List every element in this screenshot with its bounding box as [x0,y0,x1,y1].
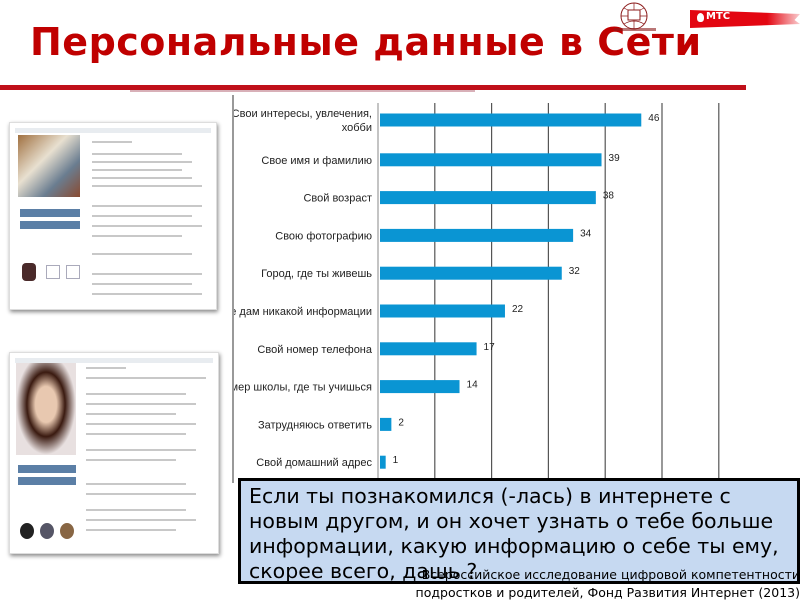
foundation-logo [614,2,656,31]
category-label: Свои интересы, увлечения, [234,108,372,120]
category-label: хобби [342,122,372,134]
chart-svg: 46 Свои интересы, увлечения, хобби 39 Свое и… [217,103,720,483]
title-underline [0,85,746,90]
data-label: 32 [569,266,581,277]
bar [380,266,562,280]
bar [380,113,642,127]
data-label: 14 [467,380,479,391]
divider [130,90,475,92]
category-label: Номер школы, где ты учишься [234,382,372,394]
category-label: Свою фотографию [275,230,372,242]
category-label: Свое имя и фамилию [261,155,372,167]
mts-logo: МТС [690,10,800,28]
profile-photo [16,363,76,455]
gift-icon [46,265,60,279]
source-caption: Всероссийское исследование цифровой комп… [400,566,800,602]
gift-icon [22,263,36,281]
gift-icon [20,523,34,539]
data-label: 1 [393,455,399,466]
slide-title: Персональные данные в Сети [30,20,702,64]
data-label: 2 [398,417,404,428]
gift-icon [66,265,80,279]
bar [380,455,386,469]
data-label: 38 [603,191,615,202]
bar-chart: 46 Свои интересы, увлечения, хобби 39 Свое и… [217,95,800,483]
category-label: Свой домашний адрес [256,457,372,469]
egg-icon [697,13,704,22]
category-label: Свой возраст [303,193,372,205]
category-label: Затрудняюсь ответить [258,419,372,431]
source-line-1: Всероссийское исследование цифровой комп… [421,567,800,582]
source-line-2: подростков и родителей, Фонд Развития Ин… [415,585,800,600]
bar [380,191,596,205]
data-label: 46 [648,113,660,124]
category-label: Не дам никакой информации [234,306,372,318]
data-label: 17 [484,342,496,353]
gift-icon [40,523,54,539]
social-profile-screenshot-2 [9,352,219,554]
data-label: 34 [580,228,592,239]
data-label: 39 [609,153,621,164]
category-label: Город, где ты живешь [261,268,372,280]
bar [380,153,602,167]
social-profile-screenshot-1 [9,122,217,310]
bar [380,228,574,242]
gift-icon [60,523,74,539]
bar [380,342,477,356]
data-label: 22 [512,304,524,315]
bar [380,417,392,431]
bar [380,380,460,394]
bar [380,304,505,318]
profile-photo [18,135,80,197]
category-label: Свой номер телефона [257,344,372,356]
question-box: Если ты познакомился (-лась) в интернете… [238,478,800,584]
question-text: Если ты познакомился (-лась) в интернете… [249,484,779,583]
